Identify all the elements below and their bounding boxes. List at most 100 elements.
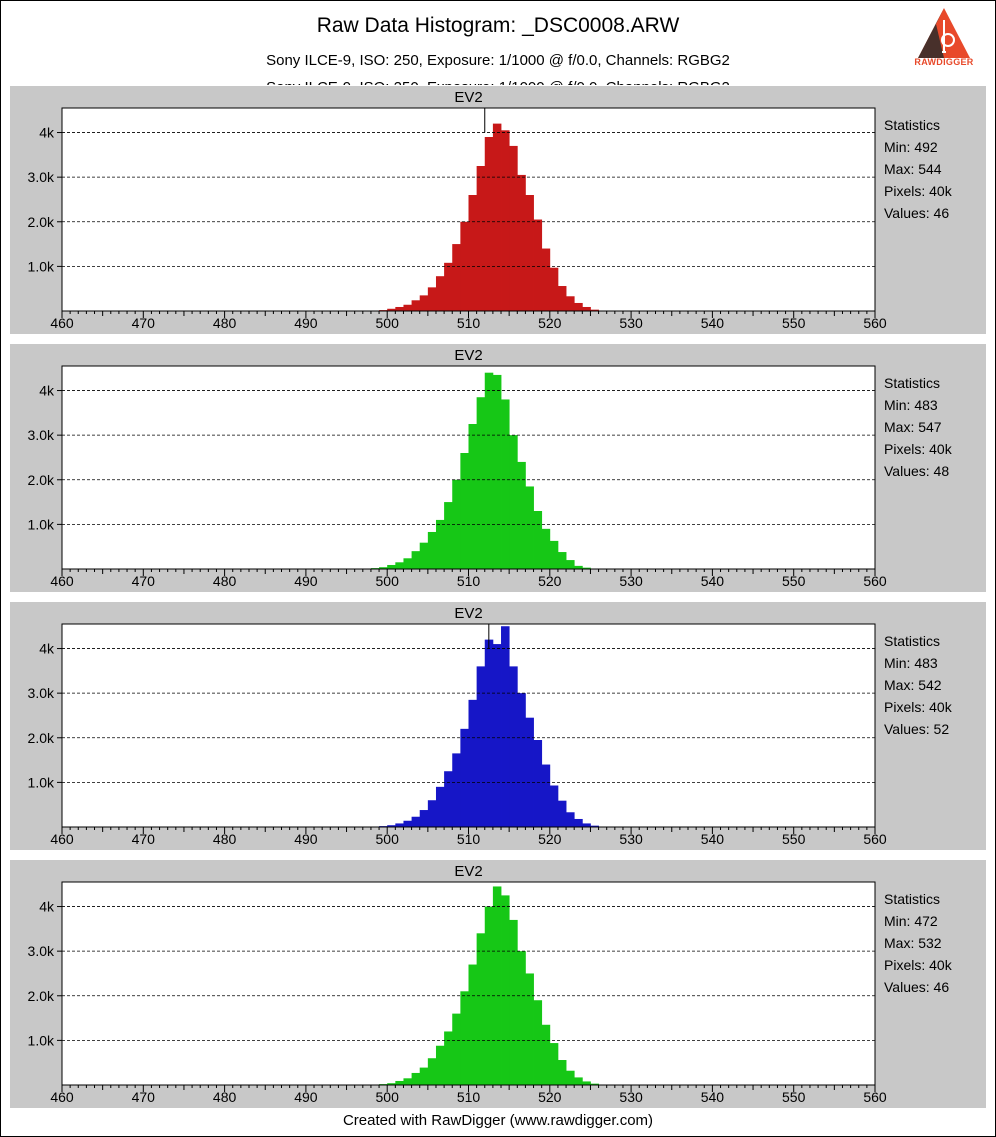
histogram-bar bbox=[525, 973, 534, 1085]
x-tick-label: 560 bbox=[863, 1089, 887, 1105]
stats-min: Min: 483 bbox=[884, 397, 938, 413]
y-tick-label: 2.0k bbox=[28, 730, 55, 746]
histogram-bar bbox=[517, 951, 526, 1085]
chart-subtitle: Sony ILCE-9, ISO: 250, Exposure: 1/1000 … bbox=[266, 52, 730, 69]
x-tick-label: 480 bbox=[213, 315, 237, 331]
histogram-bar bbox=[582, 823, 591, 827]
y-tick-label: 4k bbox=[39, 641, 55, 657]
x-tick-label: 550 bbox=[782, 573, 806, 589]
histogram-bar bbox=[427, 1058, 437, 1085]
x-tick-label: 510 bbox=[457, 315, 481, 331]
histogram-bar bbox=[460, 453, 469, 569]
histogram-bar bbox=[452, 244, 461, 311]
histogram-bar bbox=[574, 302, 583, 311]
histogram-bar bbox=[517, 174, 526, 311]
histogram-bar bbox=[379, 567, 388, 569]
histogram-bar bbox=[419, 295, 429, 311]
y-tick-label: 1.0k bbox=[28, 516, 55, 532]
histogram-bar bbox=[452, 479, 461, 569]
chart-subtitle-repeat: Sony ILCE-9, ISO: 250, Exposure: 1/1000 … bbox=[0, 79, 996, 85]
histogram-bar bbox=[444, 262, 453, 311]
stats-max: Max: 547 bbox=[884, 419, 942, 435]
histogram-bar bbox=[484, 639, 494, 827]
histogram-bar bbox=[476, 397, 486, 569]
x-tick-label: 530 bbox=[619, 573, 643, 589]
x-tick-label: 520 bbox=[538, 315, 562, 331]
x-tick-label: 500 bbox=[376, 315, 400, 331]
histogram-bar bbox=[509, 145, 518, 311]
histogram-bar bbox=[427, 287, 437, 311]
histogram-bar bbox=[574, 565, 583, 569]
histogram-bar bbox=[427, 531, 437, 569]
stats-block: Statistics Min: 483 Max: 542 Pixels: 40k… bbox=[884, 630, 952, 740]
histogram-bar bbox=[403, 558, 412, 569]
x-tick-label: 490 bbox=[294, 315, 318, 331]
histogram-bar bbox=[557, 552, 567, 569]
histogram-bar bbox=[411, 551, 421, 569]
stats-min: Min: 472 bbox=[884, 913, 938, 929]
histogram-bar bbox=[501, 399, 510, 569]
y-tick-label: 4k bbox=[39, 899, 55, 915]
histogram-bar bbox=[549, 540, 559, 569]
histogram-bar bbox=[541, 528, 551, 569]
x-tick-label: 520 bbox=[538, 573, 562, 589]
stats-pixels: Pixels: 40k bbox=[884, 699, 952, 715]
histogram-bar bbox=[395, 1080, 404, 1085]
histogram-bar bbox=[525, 717, 534, 827]
histogram-panel-b: EV2 1.0k 2.0k 3.0k 4k 460 470 480 490 500 510 520 53… bbox=[10, 602, 986, 850]
stats-max: Max: 542 bbox=[884, 677, 942, 693]
stats-heading: Statistics bbox=[884, 117, 941, 133]
rawdigger-logo-icon bbox=[918, 8, 970, 58]
y-tick-label: 2.0k bbox=[28, 988, 55, 1004]
x-tick-label: 540 bbox=[701, 1089, 725, 1105]
x-tick-label: 560 bbox=[863, 315, 887, 331]
histogram-bar bbox=[444, 1031, 453, 1085]
stats-values: Values: 46 bbox=[884, 979, 950, 995]
stats-heading: Statistics bbox=[884, 891, 941, 907]
histogram-bar bbox=[509, 919, 518, 1085]
histogram-bar bbox=[557, 286, 567, 311]
x-tick-label: 460 bbox=[50, 315, 74, 331]
stats-heading: Statistics bbox=[884, 375, 941, 391]
histogram-bar bbox=[395, 823, 404, 827]
histogram-bar bbox=[525, 195, 534, 311]
histogram-bar bbox=[435, 786, 445, 827]
histogram-bar bbox=[517, 461, 526, 569]
histogram-panel-g2: EV2 1.0k 2.0k 3.0k 4k 460 470 480 490 500 510 520 53… bbox=[10, 860, 986, 1108]
histogram-bar bbox=[549, 267, 559, 311]
y-tick-label: 1.0k bbox=[28, 1032, 55, 1048]
y-tick-label: 1.0k bbox=[28, 774, 55, 790]
y-tick-label: 4k bbox=[39, 125, 55, 141]
x-tick-label: 550 bbox=[782, 1089, 806, 1105]
x-tick-label: 500 bbox=[376, 1089, 400, 1105]
histogram-bar bbox=[476, 666, 486, 827]
stats-max: Max: 532 bbox=[884, 935, 942, 951]
histogram-bar bbox=[419, 542, 429, 569]
histogram-bar bbox=[460, 728, 469, 827]
histogram-plot-b: EV2 1.0k 2.0k 3.0k 4k 460 470 480 490 500 510 520 53… bbox=[28, 605, 887, 847]
histogram-bar bbox=[419, 1067, 429, 1085]
histogram-bar bbox=[468, 424, 478, 569]
x-tick-label: 550 bbox=[782, 315, 806, 331]
logo-label: RAWDIGGER bbox=[914, 57, 974, 67]
y-tick-label: 4k bbox=[39, 383, 55, 399]
histogram-bar bbox=[395, 306, 404, 311]
stats-values: Values: 52 bbox=[884, 721, 950, 737]
stats-values: Values: 46 bbox=[884, 205, 950, 221]
histogram-bar bbox=[566, 560, 575, 569]
histogram-bar bbox=[468, 195, 478, 311]
histogram-bar bbox=[533, 740, 543, 827]
x-tick-label: 530 bbox=[619, 831, 643, 847]
plot-title: EV2 bbox=[454, 347, 482, 364]
histogram-bar bbox=[492, 644, 502, 827]
histogram-bar bbox=[403, 304, 412, 311]
histogram-bar bbox=[501, 626, 510, 827]
y-tick-label: 1.0k bbox=[28, 258, 55, 274]
stats-values: Values: 48 bbox=[884, 463, 950, 479]
histogram-bar bbox=[484, 137, 494, 311]
histogram-bar bbox=[444, 771, 453, 827]
histogram-panel-g: EV2 1.0k 2.0k 3.0k 4k 460 470 480 490 500 510 520 53… bbox=[10, 344, 986, 592]
x-tick-label: 560 bbox=[863, 573, 887, 589]
histogram-bar bbox=[566, 296, 575, 311]
x-tick-label: 510 bbox=[457, 831, 481, 847]
